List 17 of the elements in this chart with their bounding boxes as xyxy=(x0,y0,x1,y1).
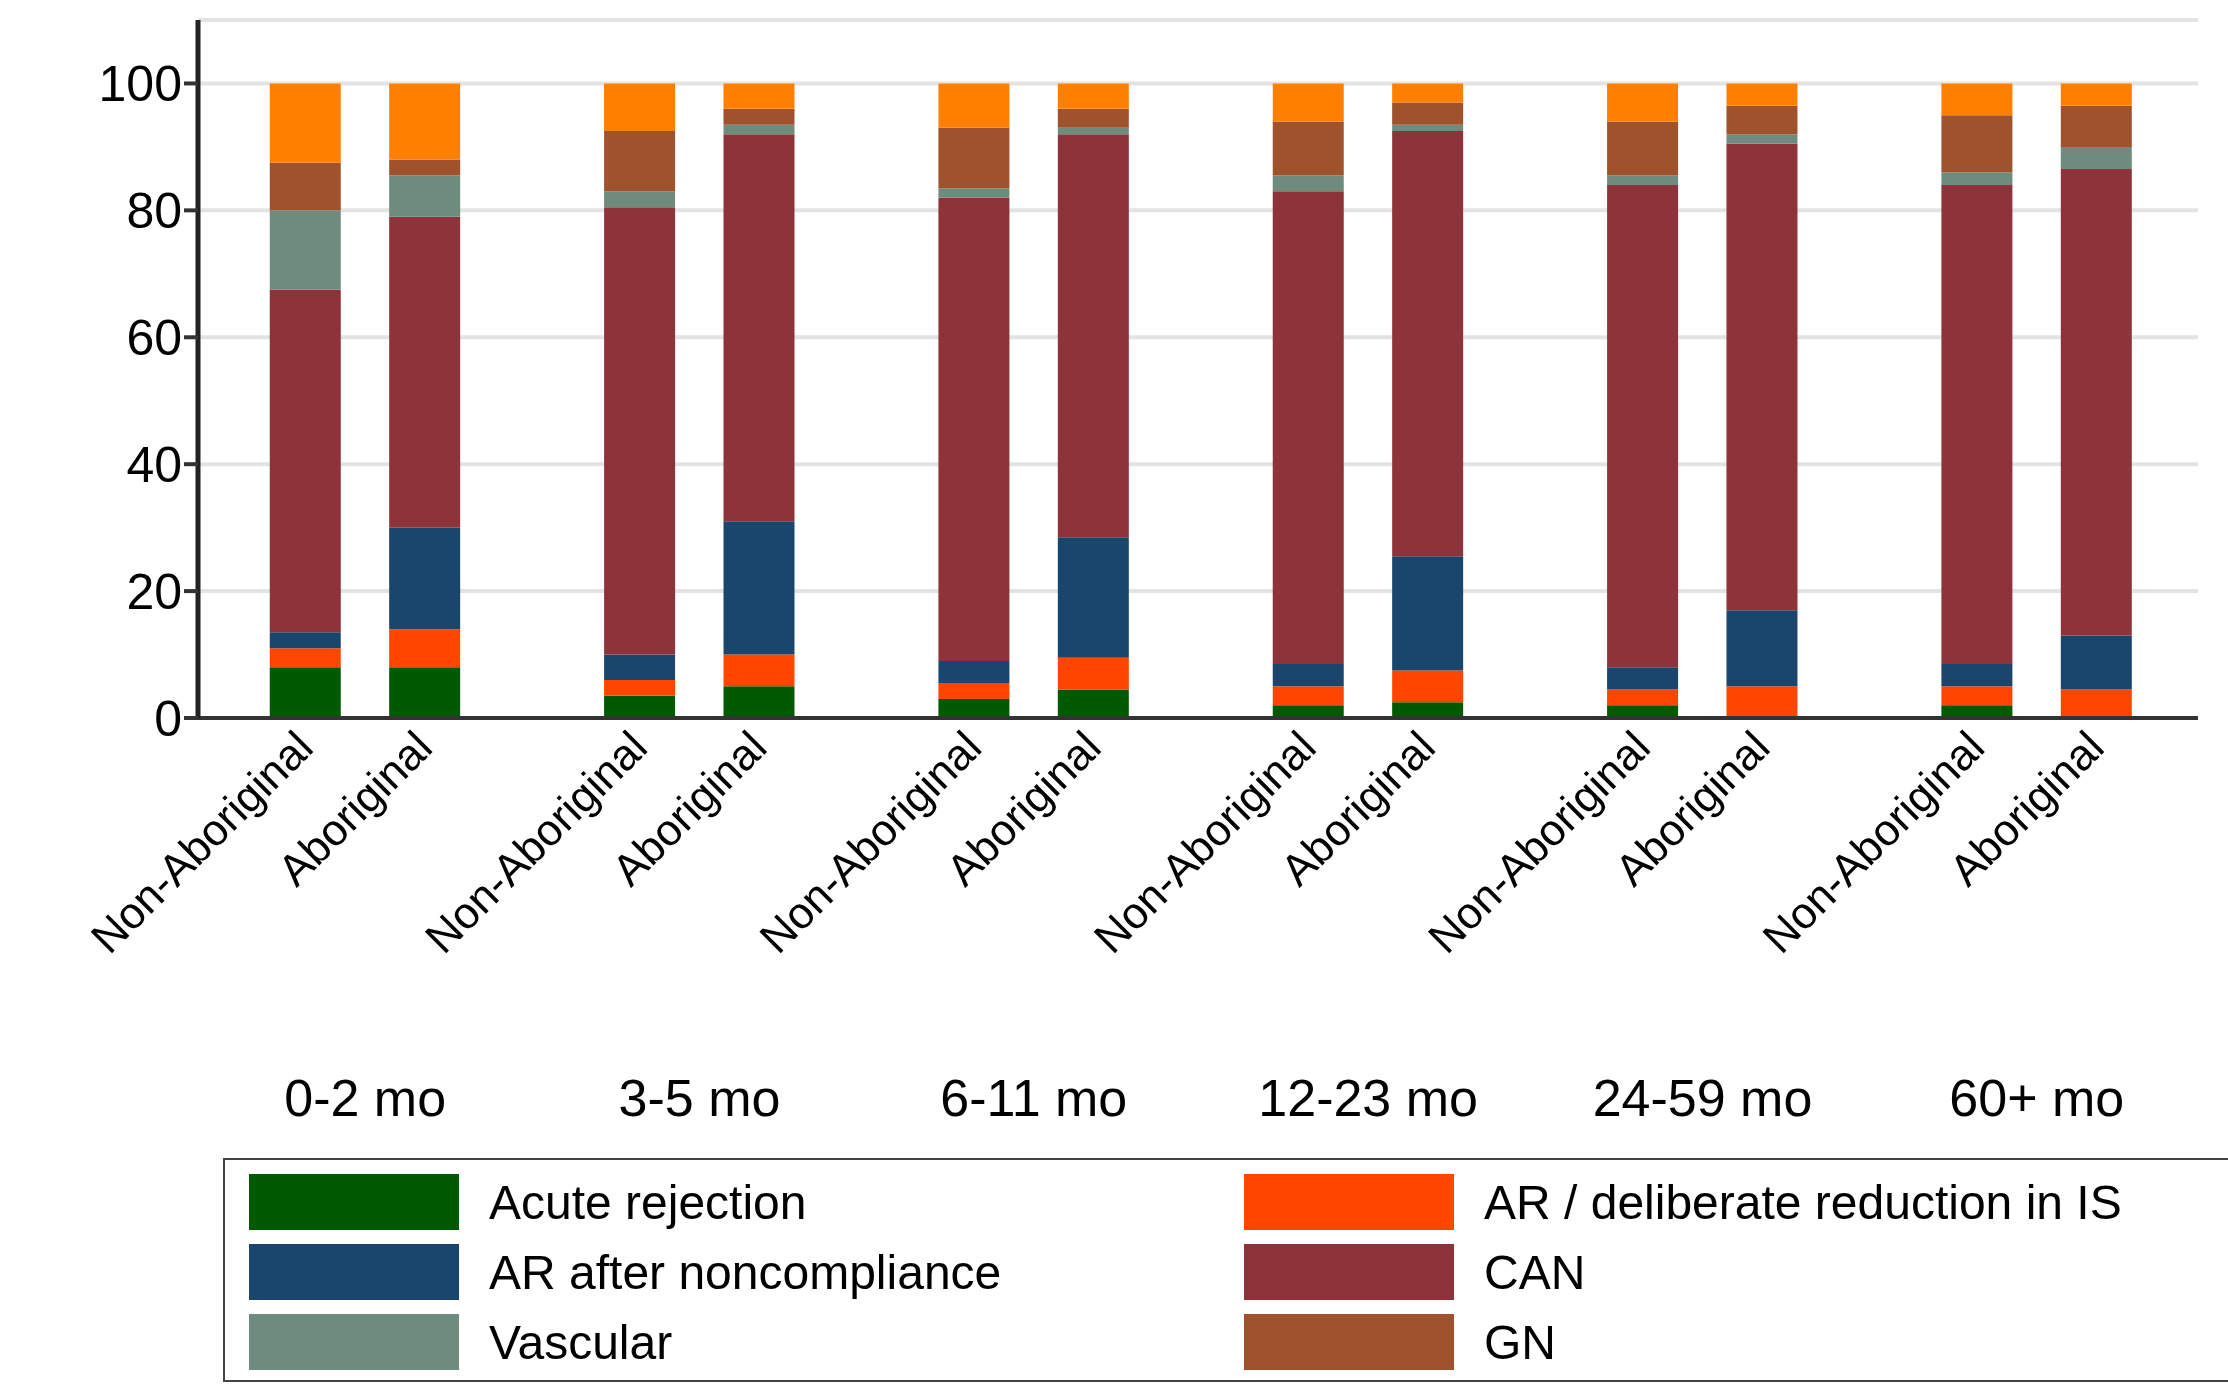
y-tick-label: 40 xyxy=(126,436,182,493)
legend-label: CAN xyxy=(1484,1244,1586,1300)
text: 12-23 mo xyxy=(1257,1068,1479,1128)
legend-label: Acute rejection xyxy=(489,1174,807,1230)
y-tick-label: 100 xyxy=(98,56,182,113)
text: 0-2 mo xyxy=(283,1068,448,1128)
text: 3-5 mo xyxy=(617,1068,782,1128)
text: 24-59 mo xyxy=(1591,1068,1814,1128)
y-tick-label: 60 xyxy=(126,310,182,367)
y-tick-label: 80 xyxy=(126,183,182,240)
legend-label: AR / deliberate reduction in IS xyxy=(1484,1174,2122,1230)
legend-label: AR after noncompliance xyxy=(489,1244,1002,1300)
text: 6-11 mo xyxy=(939,1068,1129,1128)
y-tick-label: 20 xyxy=(126,563,182,620)
text: 60+ mo xyxy=(1948,1068,2126,1128)
legend-label: Vascular xyxy=(489,1314,673,1370)
legend-label: GN xyxy=(1484,1314,1556,1370)
